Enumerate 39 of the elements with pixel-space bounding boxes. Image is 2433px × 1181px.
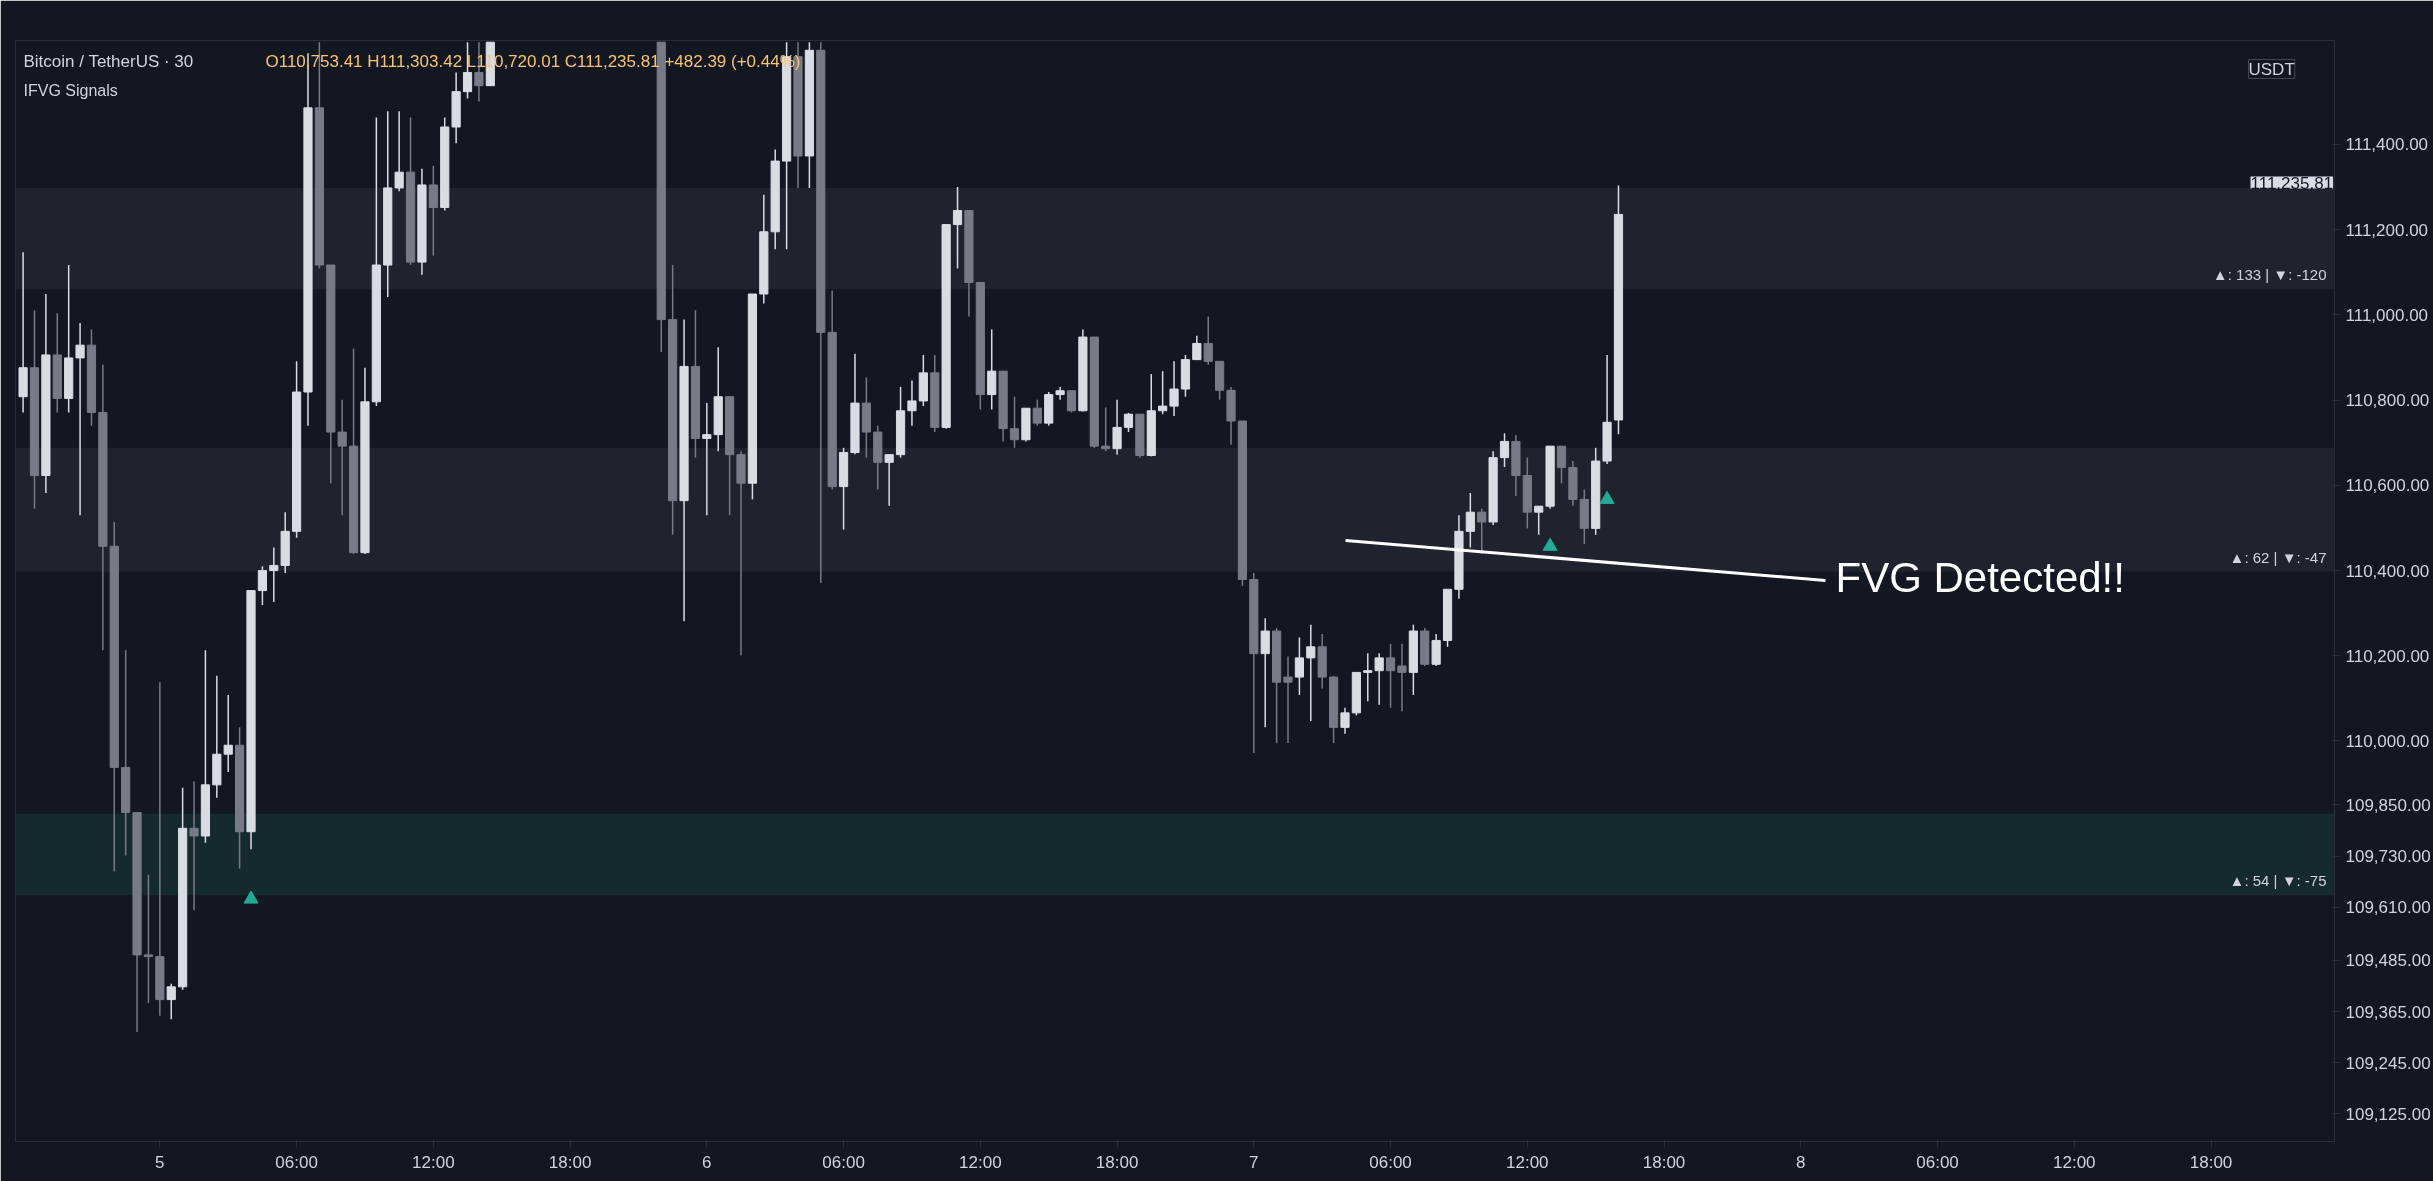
x-tick-label: 12:00	[2053, 1152, 2096, 1172]
x-tick-label: 12:00	[412, 1152, 455, 1172]
band-label: ▲: 133 | ▼: -120	[2212, 266, 2327, 284]
x-tick-label: 06:00	[275, 1152, 318, 1172]
x-tick-label: 18:00	[1642, 1152, 1686, 1172]
y-tick-label: 110,600.00	[2345, 476, 2430, 496]
annotation: IFVG Signals	[23, 81, 118, 99]
x-tick-label: 6	[702, 1152, 712, 1172]
x-tick-label: 8	[1796, 1152, 1806, 1172]
y-tick-label: 109,730.00	[2345, 847, 2431, 867]
y-tick-label: 110,200.00	[2345, 646, 2430, 666]
x-tick-label: 7	[1249, 1152, 1259, 1172]
y-tick-label: 109,850.00	[2345, 795, 2431, 815]
y-tick-label: 110,000.00	[2345, 731, 2430, 751]
x-tick-label: 18:00	[548, 1152, 592, 1172]
x-tick-label: 06:00	[1369, 1152, 1412, 1172]
y-tick-label: 111,400.00	[2345, 135, 2429, 155]
annotation: FVG Detected!!	[1835, 553, 2125, 601]
y-tick-label: 109,610.00	[2345, 898, 2431, 918]
text: Bitcoin / TetherUS · 30	[23, 51, 194, 71]
annotation: 111,235.81	[2250, 173, 2334, 193]
x-tick-label: 06:00	[1916, 1152, 1959, 1172]
x-tick-label: 12:00	[959, 1152, 1002, 1172]
x-tick-label: 12:00	[1506, 1152, 1549, 1172]
x-tick-label: 18:00	[1095, 1152, 1139, 1172]
y-tick-label: 110,400.00	[2345, 561, 2430, 581]
y-tick-label: 109,365.00	[2345, 1002, 2431, 1022]
band-label: ▲: 62 | ▼: -47	[2229, 548, 2327, 566]
y-tick-label: 109,125.00	[2345, 1104, 2431, 1124]
x-tick-label: 5	[155, 1152, 165, 1172]
y-tick-label: 111,000.00	[2345, 305, 2429, 325]
x-tick-label: 18:00	[2189, 1152, 2233, 1172]
y-axis-title: USDT	[2248, 59, 2295, 79]
y-tick-label: 109,485.00	[2345, 951, 2431, 971]
band-label: ▲: 54 | ▼: -75	[2229, 872, 2327, 890]
x-tick-label: 06:00	[822, 1152, 865, 1172]
y-tick-label: 110,800.00	[2345, 391, 2430, 411]
y-tick-label: 109,245.00	[2345, 1053, 2431, 1073]
y-tick-label: 111,200.00	[2345, 220, 2429, 240]
